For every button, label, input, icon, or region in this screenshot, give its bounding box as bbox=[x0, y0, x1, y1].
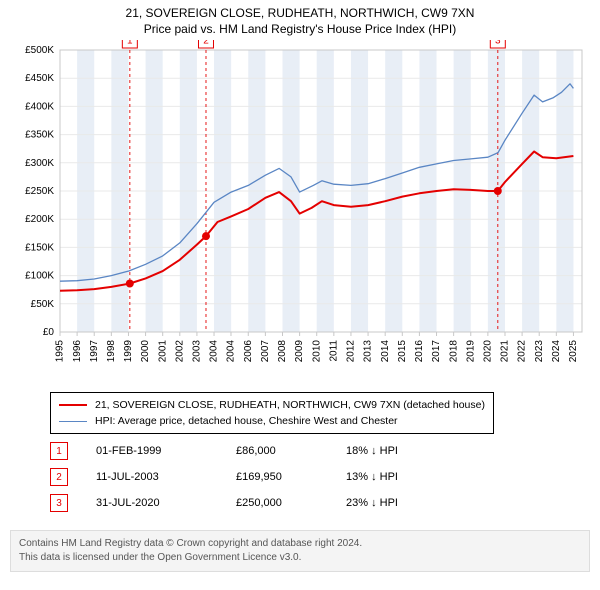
marker-date-1: 01-FEB-1999 bbox=[96, 445, 236, 457]
svg-text:2001: 2001 bbox=[157, 340, 168, 363]
svg-text:1998: 1998 bbox=[106, 340, 117, 363]
svg-text:2012: 2012 bbox=[346, 340, 357, 363]
svg-text:2002: 2002 bbox=[174, 340, 185, 363]
svg-text:£300K: £300K bbox=[25, 158, 54, 169]
svg-text:2009: 2009 bbox=[294, 340, 305, 363]
marker-price-2: £169,950 bbox=[236, 471, 346, 483]
svg-text:2025: 2025 bbox=[568, 340, 579, 363]
svg-text:2019: 2019 bbox=[465, 340, 476, 363]
marker-pct-2: 13% ↓ HPI bbox=[346, 471, 446, 483]
legend: 21, SOVEREIGN CLOSE, RUDHEATH, NORTHWICH… bbox=[50, 392, 494, 434]
svg-text:£200K: £200K bbox=[25, 214, 54, 225]
svg-text:2004: 2004 bbox=[226, 340, 237, 363]
svg-text:2021: 2021 bbox=[500, 340, 511, 363]
svg-text:2014: 2014 bbox=[380, 340, 391, 363]
svg-text:1: 1 bbox=[127, 40, 133, 47]
svg-text:1999: 1999 bbox=[123, 340, 134, 363]
svg-text:£0: £0 bbox=[43, 327, 55, 338]
marker-badge-3: 3 bbox=[50, 494, 68, 512]
svg-text:£400K: £400K bbox=[25, 101, 54, 112]
svg-text:2016: 2016 bbox=[414, 340, 425, 363]
marker-row-1: 1 01-FEB-1999 £86,000 18% ↓ HPI bbox=[50, 438, 446, 464]
svg-text:2000: 2000 bbox=[140, 340, 151, 363]
marker-price-1: £86,000 bbox=[236, 445, 346, 457]
marker-price-3: £250,000 bbox=[236, 497, 346, 509]
marker-date-3: 31-JUL-2020 bbox=[96, 497, 236, 509]
svg-text:2011: 2011 bbox=[328, 340, 339, 362]
svg-text:2013: 2013 bbox=[363, 340, 374, 363]
svg-text:2015: 2015 bbox=[397, 340, 408, 363]
svg-text:2008: 2008 bbox=[277, 340, 288, 363]
legend-item-hpi: HPI: Average price, detached house, Ches… bbox=[59, 413, 485, 429]
marker-badge-2: 2 bbox=[50, 468, 68, 486]
marker-table: 1 01-FEB-1999 £86,000 18% ↓ HPI 2 11-JUL… bbox=[50, 438, 446, 516]
legend-label-hpi: HPI: Average price, detached house, Ches… bbox=[95, 413, 398, 429]
svg-text:2018: 2018 bbox=[448, 340, 459, 363]
svg-text:2020: 2020 bbox=[483, 340, 494, 363]
svg-text:2017: 2017 bbox=[431, 340, 442, 363]
chart-title-line1: 21, SOVEREIGN CLOSE, RUDHEATH, NORTHWICH… bbox=[0, 6, 600, 20]
svg-text:2006: 2006 bbox=[243, 340, 254, 363]
marker-pct-3: 23% ↓ HPI bbox=[346, 497, 446, 509]
svg-text:£250K: £250K bbox=[25, 186, 54, 197]
svg-text:2023: 2023 bbox=[534, 340, 545, 363]
chart-title-line2: Price paid vs. HM Land Registry's House … bbox=[0, 22, 600, 36]
svg-text:2003: 2003 bbox=[192, 340, 203, 363]
legend-swatch-hpi bbox=[59, 421, 87, 422]
svg-text:1996: 1996 bbox=[72, 340, 83, 363]
marker-pct-1: 18% ↓ HPI bbox=[346, 445, 446, 457]
svg-text:2010: 2010 bbox=[311, 340, 322, 363]
svg-text:£150K: £150K bbox=[25, 242, 54, 253]
marker-row-3: 3 31-JUL-2020 £250,000 23% ↓ HPI bbox=[50, 490, 446, 516]
svg-text:2022: 2022 bbox=[517, 340, 528, 363]
svg-text:£350K: £350K bbox=[25, 130, 54, 141]
svg-text:2024: 2024 bbox=[551, 340, 562, 363]
line-chart-svg: £0 £50K £100K £150K £200K £250K £300K £350K £400… bbox=[10, 40, 590, 380]
svg-text:1995: 1995 bbox=[55, 340, 66, 363]
legend-swatch-property bbox=[59, 404, 87, 406]
svg-text:£100K: £100K bbox=[25, 271, 54, 282]
svg-text:2004: 2004 bbox=[209, 340, 220, 363]
attribution-footer: Contains HM Land Registry data © Crown c… bbox=[10, 530, 590, 572]
svg-text:1997: 1997 bbox=[89, 340, 100, 363]
chart-area: £0 £50K £100K £150K £200K £250K £300K £350K £400… bbox=[10, 40, 590, 380]
svg-text:£450K: £450K bbox=[25, 73, 54, 84]
marker-row-2: 2 11-JUL-2003 £169,950 13% ↓ HPI bbox=[50, 464, 446, 490]
legend-item-property: 21, SOVEREIGN CLOSE, RUDHEATH, NORTHWICH… bbox=[59, 397, 485, 413]
footer-line1: Contains HM Land Registry data © Crown c… bbox=[19, 537, 581, 551]
svg-text:2007: 2007 bbox=[260, 340, 271, 363]
marker-date-2: 11-JUL-2003 bbox=[96, 471, 236, 483]
footer-line2: This data is licensed under the Open Gov… bbox=[19, 551, 581, 565]
legend-label-property: 21, SOVEREIGN CLOSE, RUDHEATH, NORTHWICH… bbox=[95, 397, 485, 413]
svg-text:2: 2 bbox=[203, 40, 209, 47]
svg-text:£500K: £500K bbox=[25, 45, 54, 56]
marker-badge-1: 1 bbox=[50, 442, 68, 460]
svg-text:£50K: £50K bbox=[31, 299, 55, 310]
svg-text:3: 3 bbox=[495, 40, 501, 47]
